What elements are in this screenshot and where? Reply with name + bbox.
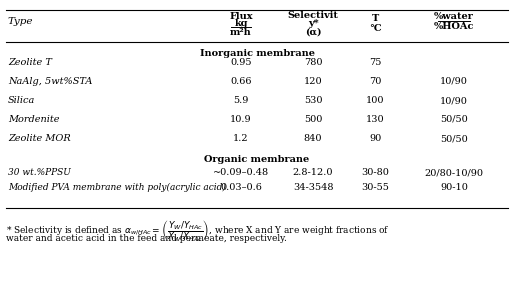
Text: 100: 100 (366, 96, 384, 105)
Text: ~0.09–0.48: ~0.09–0.48 (213, 168, 269, 177)
Text: 0.95: 0.95 (230, 58, 252, 67)
Text: 120: 120 (304, 77, 322, 86)
Text: * Selectivity is defined as $\alpha_{w/HAc} = \left(\dfrac{Y_W/Y_{HAc}}{X_W/X_{H: * Selectivity is defined as $\alpha_{w/H… (6, 218, 390, 243)
Text: (α): (α) (305, 28, 321, 37)
Text: 75: 75 (369, 58, 381, 67)
Text: Zeolite T: Zeolite T (8, 58, 52, 67)
Text: kg: kg (234, 19, 248, 28)
Text: 5.9: 5.9 (233, 96, 249, 105)
Text: 840: 840 (304, 134, 322, 143)
Text: 1.2: 1.2 (233, 134, 249, 143)
Text: 130: 130 (365, 115, 384, 124)
Text: 50/50: 50/50 (440, 115, 468, 124)
Text: Organic membrane: Organic membrane (205, 155, 309, 164)
Text: 20/80-10/90: 20/80-10/90 (425, 168, 484, 177)
Text: water and acetic acid in the feed and permeate, respectively.: water and acetic acid in the feed and pe… (6, 234, 287, 243)
Text: 90-10: 90-10 (440, 183, 468, 192)
Text: 2.8-12.0: 2.8-12.0 (293, 168, 333, 177)
Text: 0.03–0.6: 0.03–0.6 (220, 183, 262, 192)
Text: 10.9: 10.9 (230, 115, 252, 124)
Text: 530: 530 (304, 96, 322, 105)
Text: Mordenite: Mordenite (8, 115, 60, 124)
Text: 50/50: 50/50 (440, 134, 468, 143)
Text: Flux: Flux (229, 12, 253, 21)
Text: NaAlg, 5wt%STA: NaAlg, 5wt%STA (8, 77, 93, 86)
Text: m²h: m²h (230, 28, 252, 37)
Text: Silica: Silica (8, 96, 35, 105)
Text: Selectivit: Selectivit (287, 11, 338, 20)
Text: Zeolite MOR: Zeolite MOR (8, 134, 71, 143)
Text: 30 wt.%PPSU: 30 wt.%PPSU (8, 168, 71, 177)
Text: 30-80: 30-80 (361, 168, 389, 177)
Text: T: T (372, 14, 379, 23)
Text: 30-55: 30-55 (361, 183, 389, 192)
Text: 500: 500 (304, 115, 322, 124)
Text: Modified PVA membrane with poly(acrylic acid): Modified PVA membrane with poly(acrylic … (8, 183, 226, 192)
Text: 10/90: 10/90 (440, 96, 468, 105)
Text: Inorganic membrane: Inorganic membrane (199, 49, 315, 58)
Text: 90: 90 (369, 134, 381, 143)
Text: y*: y* (308, 19, 318, 28)
Text: %water: %water (434, 12, 474, 21)
Text: 70: 70 (369, 77, 381, 86)
Text: Type: Type (8, 18, 33, 26)
Text: %HOAc: %HOAc (434, 22, 474, 31)
Text: 34-3548: 34-3548 (293, 183, 333, 192)
Text: °C: °C (369, 24, 381, 33)
Text: 780: 780 (304, 58, 322, 67)
Text: 10/90: 10/90 (440, 77, 468, 86)
Text: 0.66: 0.66 (230, 77, 252, 86)
